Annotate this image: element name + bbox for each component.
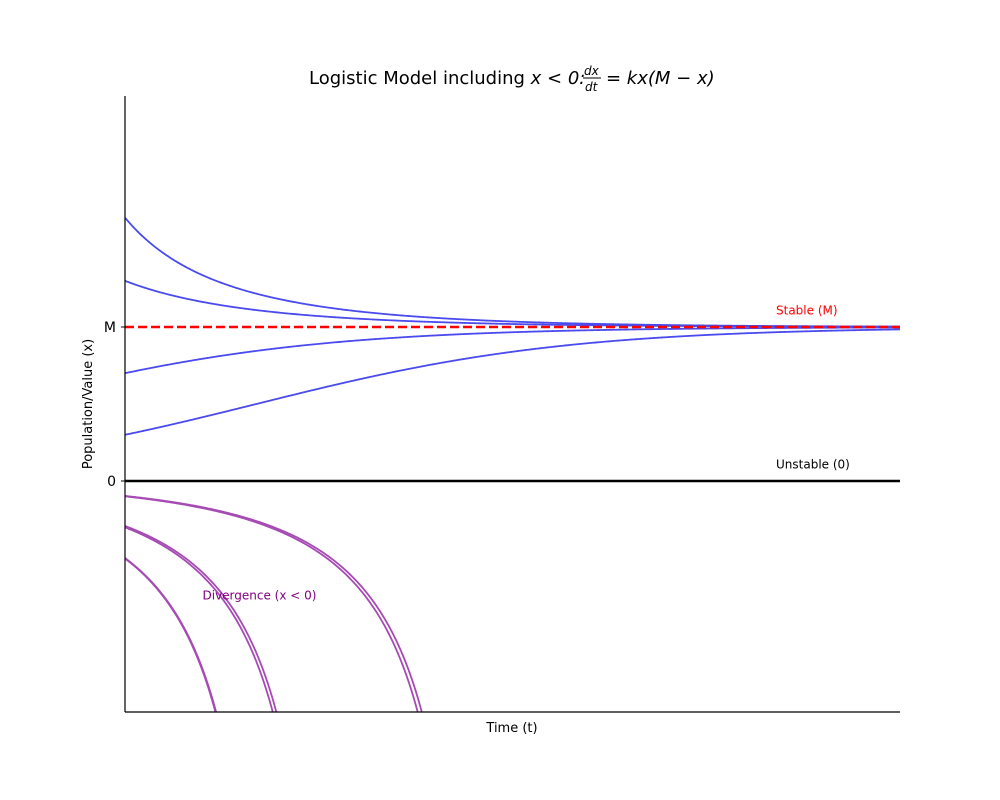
curve-divergence xyxy=(125,557,218,712)
annotation-label: Stable (M) xyxy=(776,304,838,318)
x-axis-label: Time (t) xyxy=(485,721,537,736)
y-tick-label: 0 xyxy=(107,474,116,490)
curve-converging xyxy=(125,328,900,436)
curve-divergence xyxy=(125,495,423,712)
chart-title: Logistic Model including x < 0: xyxy=(309,68,585,89)
reference-lines xyxy=(125,325,900,483)
curve-above-M xyxy=(125,526,274,712)
title-rhs: = kx(M − x) xyxy=(606,68,715,89)
annotations: Stable (M) Unstable (0) Divergence (x < 0) xyxy=(203,304,850,603)
annotation-label: Unstable (0) xyxy=(776,458,850,472)
y-ticks: 0M xyxy=(104,320,125,490)
y-tick-label: M xyxy=(104,320,116,336)
title-fraction-denominator: dt xyxy=(585,80,599,94)
annotation-label: Divergence (x < 0) xyxy=(203,589,317,603)
curve-converging xyxy=(125,326,900,375)
curves xyxy=(125,217,900,712)
y-axis-label: Population/Value (x) xyxy=(81,339,96,469)
title-fraction-numerator: dx xyxy=(584,64,600,78)
curve-divergence xyxy=(125,525,278,712)
curve-above-M xyxy=(125,495,419,712)
